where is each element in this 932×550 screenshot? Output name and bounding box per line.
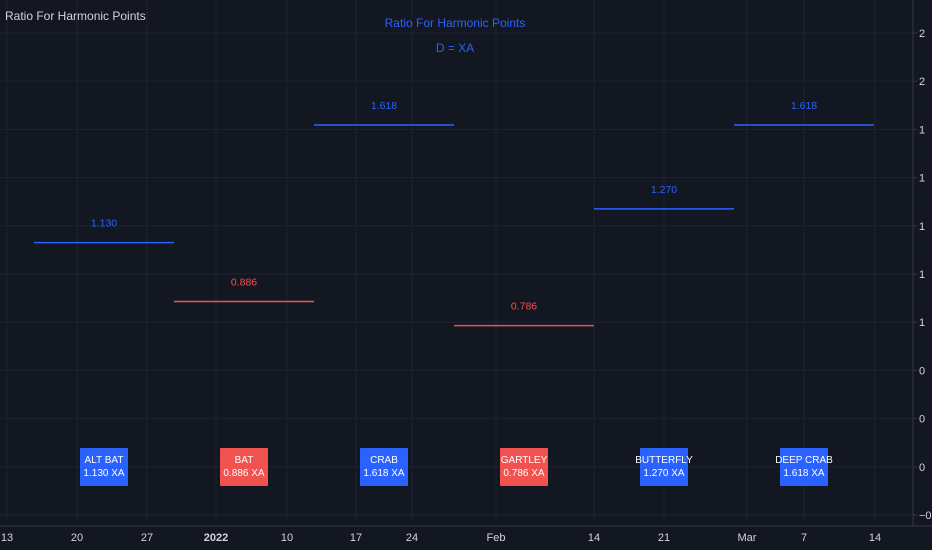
pattern-name: BUTTERFLY (635, 455, 693, 466)
ratio-lines: 1.130 0.886 1.618 0.786 1.270 1.618 (34, 100, 874, 327)
ratio-value-label: 1.618 (371, 100, 397, 112)
y-tick-label: 1 (919, 173, 925, 185)
x-tick-label: 24 (406, 532, 418, 544)
y-tick-label: 0 (919, 414, 925, 426)
pattern-ratio: 1.130 XA (83, 468, 125, 479)
pattern-ratio: 1.270 XA (643, 468, 685, 479)
x-tick-label: Mar (738, 532, 757, 544)
pattern-box-butterfly: BUTTERFLY 1.270 XA (635, 448, 693, 486)
ratio-value-label: 0.886 (231, 276, 257, 288)
pattern-ratio: 1.618 XA (783, 468, 825, 479)
x-tick-label: 20 (71, 532, 83, 544)
x-tick-label: 10 (281, 532, 293, 544)
y-tick-label: 1 (919, 124, 925, 136)
pattern-name: BAT (234, 455, 254, 466)
pattern-ratio: 1.618 XA (363, 468, 405, 479)
pattern-name: ALT BAT (84, 455, 124, 466)
x-tick-label: 7 (801, 532, 807, 544)
ratio-value-label: 1.270 (651, 184, 677, 196)
ratio-value-label: 0.786 (511, 301, 537, 313)
y-tick-label: 2 (919, 28, 925, 40)
x-tick-label: 17 (350, 532, 362, 544)
x-tick-label: 13 (1, 532, 13, 544)
y-tick-label: 1 (919, 221, 925, 233)
x-tick-label: 2022 (204, 532, 228, 544)
y-tick-label: 0 (919, 462, 925, 474)
pattern-box-crab: CRAB 1.618 XA (360, 448, 408, 486)
pattern-name: GARTLEY (500, 455, 548, 466)
pattern-box-bat: BAT 0.886 XA (220, 448, 268, 486)
x-tick-label: 14 (588, 532, 600, 544)
pattern-name: DEEP CRAB (775, 455, 833, 466)
y-tick-label: 1 (919, 317, 925, 329)
ratio-value-label: 1.130 (91, 218, 117, 230)
x-tick-label: 14 (869, 532, 881, 544)
indicator-title: Ratio For Harmonic Points (5, 9, 146, 23)
pattern-ratio: 0.786 XA (503, 468, 545, 479)
y-tick-label: 1 (919, 269, 925, 281)
pattern-box-deep-crab: DEEP CRAB 1.618 XA (775, 448, 833, 486)
grid-lines (0, 0, 912, 520)
y-tick-label: −0 (919, 510, 932, 522)
x-tick-label: Feb (487, 532, 506, 544)
chart-title: Ratio For Harmonic Points (384, 16, 526, 30)
pattern-box-alt-bat: ALT BAT 1.130 XA (80, 448, 128, 486)
ratio-value-label: 1.618 (791, 100, 817, 112)
chart-subtitle: D = XA (435, 41, 475, 55)
pattern-name: CRAB (370, 455, 398, 466)
x-tick-label: 21 (658, 532, 670, 544)
pattern-ratio: 0.886 XA (223, 468, 265, 479)
y-tick-label: 2 (919, 76, 925, 88)
y-tick-label: 0 (919, 365, 925, 377)
pattern-box-gartley: GARTLEY 0.786 XA (500, 448, 548, 486)
x-tick-label: 27 (141, 532, 153, 544)
